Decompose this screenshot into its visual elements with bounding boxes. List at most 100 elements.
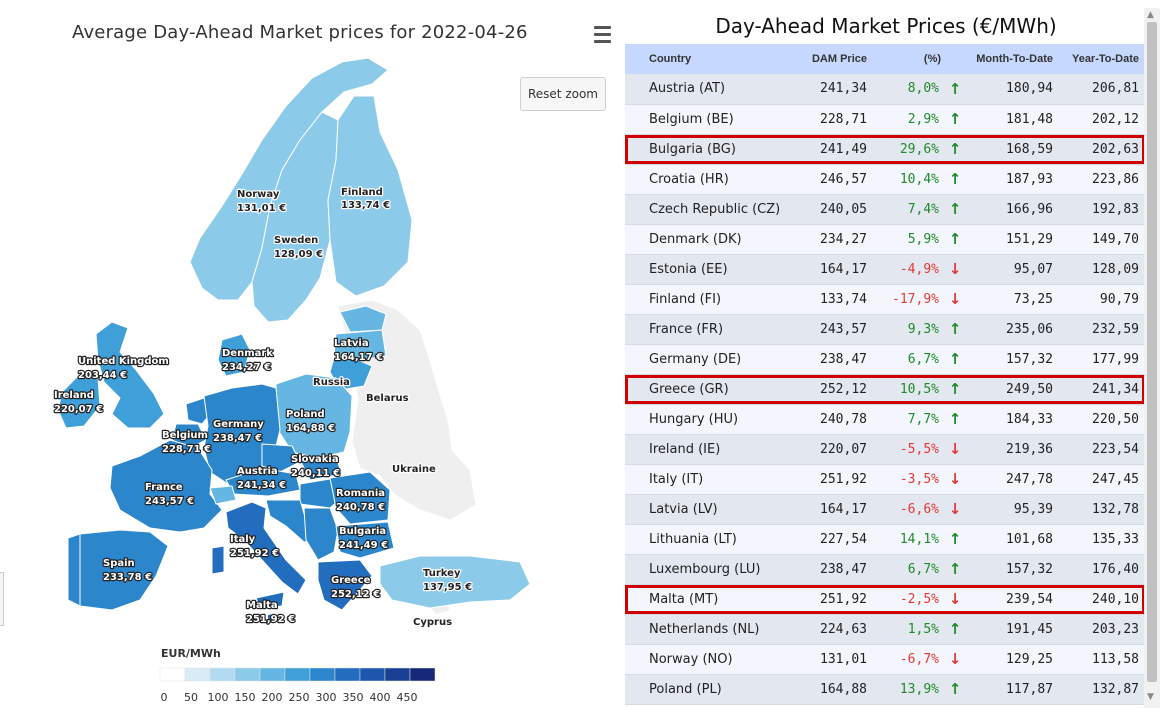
map-title: Average Day-Ahead Market prices for 2022… (72, 22, 528, 43)
table-row[interactable]: Norway (NO) 131,01 -6,7% ↓ 129,25 113,58 (625, 644, 1145, 674)
europe-price-map[interactable]: Norway 131,01 € Finland 133,74 € Sweden 128… (0, 0, 615, 708)
svg-text:Spain: Spain (103, 558, 135, 569)
table-row[interactable]: Germany (DE) 238,47 6,7% ↑ 157,32 177,99 (625, 344, 1145, 374)
map-region-czech-republic[interactable] (261, 443, 301, 473)
map-region-estonia[interactable] (339, 305, 387, 333)
map-region-united-kingdom[interactable] (95, 321, 165, 429)
map-label-malta: Malta 251,92 € (245, 599, 296, 626)
year-to-date-cell: 113,58 (1092, 651, 1140, 667)
map-region-ireland[interactable] (57, 375, 101, 429)
country-cell: Czech Republic (CZ) (649, 201, 781, 217)
reset-zoom-button[interactable]: Reset zoom (520, 77, 606, 111)
month-to-date-cell: 129,25 (1006, 651, 1054, 667)
map-region-belgium[interactable] (171, 423, 207, 449)
map-label-sweden: Sweden 128,09 € (273, 234, 324, 261)
country-cell: Hungary (HU) (649, 411, 739, 427)
table-row[interactable]: Latvia (LV) 164,17 -6,6% ↓ 95,39 132,78 (625, 494, 1145, 524)
table-row[interactable]: Croatia (HR) 246,57 10,4% ↑ 187,93 223,86 (625, 164, 1145, 194)
percent-change-cell: 8,0% (907, 81, 939, 97)
year-to-date-cell: 247,45 (1092, 471, 1140, 487)
table-row[interactable]: Netherlands (NL) 224,63 1,5% ↑ 191,45 203,23 (625, 614, 1145, 644)
map-label-ireland: Ireland 220,07 € (53, 389, 104, 416)
scroll-up-arrow-icon[interactable]: ▲ (1147, 10, 1154, 20)
year-to-date-cell: 192,83 (1092, 201, 1140, 217)
arrow-down-icon: ↓ (948, 260, 962, 278)
table-row[interactable]: Ireland (IE) 220,07 -5,5% ↓ 219,36 223,54 (625, 434, 1145, 464)
map-region-latvia[interactable] (333, 329, 387, 361)
country-cell: Italy (IT) (649, 471, 704, 487)
month-to-date-cell: 184,33 (1006, 411, 1054, 427)
table-scrollbar[interactable]: ▲ ▼ (1144, 8, 1160, 708)
map-label-romania: Romania 240,78 € (335, 487, 386, 514)
map-region-sicily[interactable] (255, 591, 285, 609)
map-region-finland[interactable] (327, 95, 413, 297)
map-label-uk: United Kingdom 203,44 € (77, 355, 170, 382)
table-row[interactable]: France (FR) 243,57 9,3% ↑ 235,06 232,59 (625, 314, 1145, 344)
percent-change-cell: 10,5% (875, 374, 943, 404)
year-to-date-cell: 128,09 (1092, 261, 1140, 277)
arrow-up-icon: ↑ (948, 200, 962, 218)
dam-price-cell: 227,54 (820, 531, 867, 547)
header-month-to-date[interactable]: Month-To-Date (976, 53, 1054, 65)
legend-swatch (259, 667, 286, 682)
table-row[interactable]: Austria (AT) 241,34 8,0% ↑ 180,94 206,81 (625, 74, 1145, 104)
map-region-poland[interactable] (275, 373, 353, 459)
month-to-date-cell: 117,87 (1006, 681, 1054, 697)
price-table-container: Country DAM Price (%) Month-To-Date Year… (625, 44, 1145, 708)
map-region-turkey[interactable] (379, 555, 531, 609)
svg-text:Denmark: Denmark (222, 348, 273, 359)
table-row[interactable]: Estonia (EE) 164,17 -4,9% ↓ 95,07 128,09 (625, 254, 1145, 284)
map-region-norway[interactable] (189, 57, 389, 301)
svg-text:Poland: Poland (286, 409, 325, 420)
header-percent[interactable]: (%) (923, 53, 942, 65)
map-region-bulgaria[interactable] (335, 521, 395, 559)
map-region-sardinia[interactable] (211, 545, 225, 575)
header-dam-price[interactable]: DAM Price (811, 53, 867, 65)
table-row[interactable]: Finland (FI) 133,74 -17,9% ↓ 73,25 90,79 (625, 284, 1145, 314)
header-country[interactable]: Country (649, 53, 692, 65)
table-row[interactable]: Lithuania (LT) 227,54 14,1% ↑ 101,68 135,33 (625, 524, 1145, 554)
svg-text:203,44 €: 203,44 € (78, 370, 127, 381)
map-region-italy[interactable] (225, 501, 307, 595)
arrow-up-icon: ↑ (948, 230, 962, 248)
hamburger-menu-icon[interactable] (591, 26, 615, 46)
table-row[interactable]: Belgium (BE) 228,71 2,9% ↑ 181,48 202,12 (625, 104, 1145, 134)
table-row[interactable]: Greece (GR) 252,12 10,5% ↑ 249,50 241,34 (625, 374, 1145, 404)
svg-text:133,74 €: 133,74 € (341, 200, 390, 211)
legend-title: EUR/MWh (161, 647, 221, 660)
map-region-romania[interactable] (329, 471, 391, 525)
table-row[interactable]: Malta (MT) 251,92 -2,5% ↓ 239,54 240,10 (625, 584, 1145, 614)
header-year-to-date[interactable]: Year-To-Date (1071, 53, 1140, 65)
map-region-greece[interactable] (317, 559, 373, 611)
map-region-portugal[interactable] (67, 533, 81, 607)
map-label-france: France 243,57 € (144, 481, 195, 508)
dam-price-cell: 252,12 (785, 374, 875, 404)
year-to-date-cell: 90,79 (1099, 291, 1140, 307)
side-panel-tab[interactable] (0, 572, 4, 626)
scroll-down-arrow-icon[interactable]: ▼ (1147, 692, 1154, 702)
price-table-body: Austria (AT) 241,34 8,0% ↑ 180,94 206,81 Belgi… (625, 74, 1145, 704)
table-row[interactable]: Italy (IT) 251,92 -3,5% ↓ 247,78 247,45 (625, 464, 1145, 494)
map-region-switzerland[interactable] (209, 485, 237, 505)
map-region-malta[interactable] (268, 614, 274, 619)
year-to-date-cell: 132,87 (1092, 681, 1140, 697)
table-row[interactable]: Bulgaria (BG) 241,49 29,6% ↑ 168,59 202,63 (625, 134, 1145, 164)
table-row[interactable]: Czech Republic (CZ) 240,05 7,4% ↑ 166,96 192,… (625, 194, 1145, 224)
year-to-date-cell: 206,81 (1092, 81, 1140, 97)
legend-swatch (234, 667, 261, 682)
map-region-france[interactable] (109, 439, 223, 533)
map-region-spain[interactable] (71, 529, 169, 611)
scroll-thumb[interactable] (1147, 22, 1157, 682)
map-label-slovakia: Slovakia 240,11 € (290, 453, 341, 480)
map-region-serbia-bosnia[interactable] (303, 507, 339, 561)
svg-text:241,34 €: 241,34 € (237, 480, 286, 491)
table-row[interactable]: Poland (PL) 164,88 13,9% ↑ 117,87 132,87 (625, 674, 1145, 704)
map-region-slovakia[interactable] (299, 457, 343, 481)
table-row[interactable]: Luxembourg (LU) 238,47 6,7% ↑ 157,32 176,40 (625, 554, 1145, 584)
month-to-date-cell: 191,45 (1006, 621, 1054, 637)
map-region-lithuania[interactable] (329, 357, 373, 391)
map-region-denmark[interactable] (217, 333, 251, 377)
table-row[interactable]: Denmark (DK) 234,27 5,9% ↑ 151,29 149,70 (625, 224, 1145, 254)
table-row[interactable]: Hungary (HU) 240,78 7,7% ↑ 184,33 220,50 (625, 404, 1145, 434)
country-cell: Austria (AT) (649, 81, 726, 97)
